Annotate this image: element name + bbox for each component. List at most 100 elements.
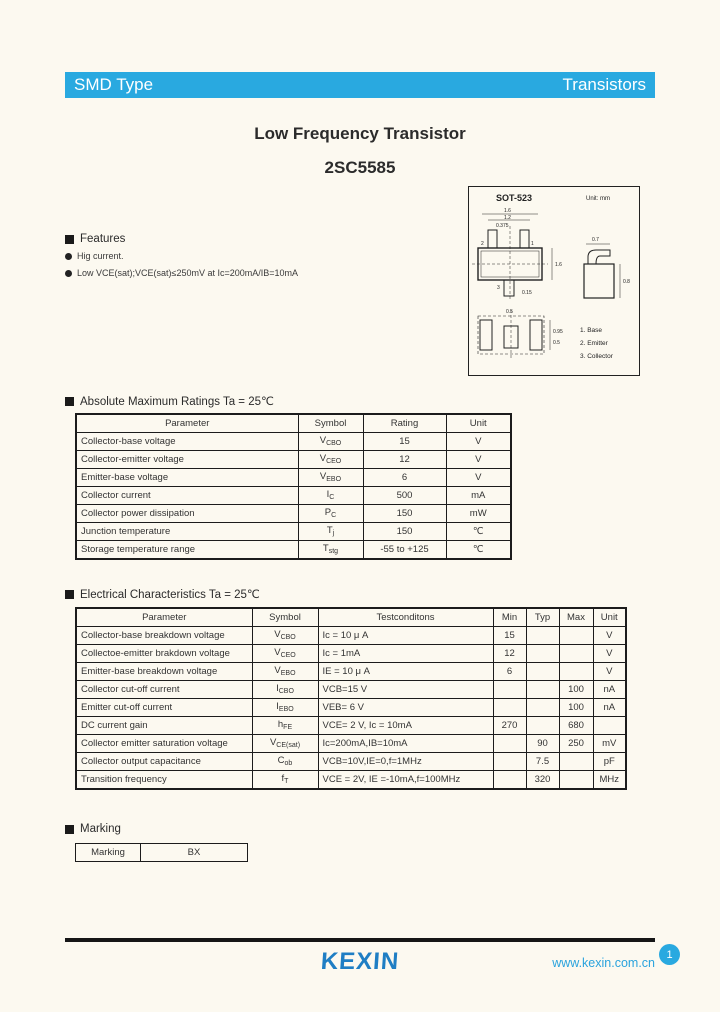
marking-label-cell: Marking: [75, 843, 141, 862]
symbol-cell: VCE(sat): [251, 734, 319, 753]
param-cell: Emitter-base breakdown voltage: [75, 662, 253, 681]
website-link[interactable]: www.kexin.com.cn: [552, 956, 655, 970]
package-outline-drawing: SOT-523 Unit: mm 1.6 1.2 0.375 1.6 0.15 …: [468, 186, 640, 376]
param-cell: Collector output capacitance: [75, 752, 253, 771]
max-cell: [558, 626, 594, 645]
col-header: Parameter: [75, 607, 253, 627]
typ-cell: 320: [525, 770, 560, 790]
table-row: Collector power dissipation PC 150 mW: [75, 504, 512, 523]
feature-text: Hig current.: [77, 251, 124, 261]
condition-cell: Ic = 1mA: [317, 644, 494, 663]
table-header-row: Parameter Symbol Rating Unit: [75, 413, 512, 433]
marking-heading: Marking: [65, 823, 121, 835]
unit-cell: mW: [445, 504, 512, 523]
unit-cell: V: [445, 450, 512, 469]
marking-heading-label: Marking: [80, 823, 121, 835]
symbol-cell: VCEO: [297, 450, 364, 469]
rating-cell: 500: [362, 486, 447, 505]
bullet-icon: [65, 252, 72, 260]
symbol-cell: VEBO: [297, 468, 364, 487]
section-marker-icon: [65, 589, 74, 599]
package-side-view: [583, 243, 621, 299]
part-number: 2SC5585: [324, 158, 396, 177]
unit-cell: [592, 716, 627, 735]
dim-label: 0.375: [496, 223, 509, 229]
min-cell: [492, 770, 527, 790]
pin-number: 3: [497, 285, 500, 291]
abs-max-heading: Absolute Maximum Ratings Ta = 25℃: [65, 394, 274, 408]
dim-label: 1.6: [555, 262, 562, 268]
param-cell: Emitter cut-off current: [75, 698, 253, 717]
unit-cell: V: [592, 662, 627, 681]
param-cell: Collector current: [75, 486, 299, 505]
min-cell: [492, 698, 527, 717]
condition-cell: VCE = 2V, IE =-10mA,f=100MHz: [317, 770, 494, 790]
col-header: Rating: [362, 413, 447, 433]
feature-item-2: Low VCE(sat);VCE(sat)≤250mV at Ic=200mA/…: [65, 268, 298, 278]
condition-cell: Ic = 10 μ A: [317, 626, 494, 645]
unit-cell: V: [445, 432, 512, 451]
dim-label: 0.7: [592, 237, 599, 243]
param-cell: Collectoe-emitter brakdown voltage: [75, 644, 253, 663]
min-cell: 15: [492, 626, 527, 645]
header-left-label: SMD Type: [74, 75, 154, 94]
symbol-cell: hFE: [251, 716, 319, 735]
package-unit-label: Unit: mm: [586, 196, 610, 202]
typ-cell: 90: [525, 734, 560, 753]
max-cell: [558, 644, 594, 663]
col-header: Parameter: [75, 413, 299, 433]
unit-cell: V: [445, 468, 512, 487]
min-cell: 270: [492, 716, 527, 735]
min-cell: [492, 734, 527, 753]
feature-item-1: Hig current.: [65, 251, 124, 261]
col-header: Typ: [525, 607, 560, 627]
package-front-view: [472, 213, 553, 300]
footer-rule: [65, 938, 655, 942]
min-cell: 6: [492, 662, 527, 681]
col-header: Min: [492, 607, 527, 627]
page-header-bar: SMD Type Transistors: [65, 72, 655, 98]
col-header: Max: [558, 607, 594, 627]
max-cell: 100: [558, 680, 594, 699]
min-cell: 12: [492, 644, 527, 663]
param-cell: Collector-base voltage: [75, 432, 299, 451]
unit-cell: pF: [592, 752, 627, 771]
pin-number: 2: [481, 241, 484, 247]
condition-cell: VCB=15 V: [317, 680, 494, 699]
rating-cell: -55 to +125: [362, 540, 447, 560]
section-marker-icon: [65, 824, 74, 834]
dim-label: 0.8: [623, 279, 630, 285]
unit-cell: nA: [592, 698, 627, 717]
param-cell: Collector emitter saturation voltage: [75, 734, 253, 753]
param-cell: Collector-emitter voltage: [75, 450, 299, 469]
package-footprint-view: [477, 310, 551, 358]
rating-cell: 150: [362, 522, 447, 541]
elec-heading: Electrical Characteristics Ta = 25℃: [65, 587, 260, 601]
max-cell: 100: [558, 698, 594, 717]
table-row: Marking BX: [75, 843, 248, 862]
symbol-cell: Tj: [297, 522, 364, 541]
dim-label: 0.5: [553, 340, 560, 346]
min-cell: [492, 752, 527, 771]
table-row: Collector-base voltage VCBO 15 V: [75, 432, 512, 451]
table-header-row: Parameter Symbol Testconditons Min Typ M…: [75, 607, 627, 627]
param-cell: Emitter-base voltage: [75, 468, 299, 487]
abs-max-heading-label: Absolute Maximum Ratings Ta = 25℃: [80, 396, 274, 408]
symbol-cell: VCBO: [297, 432, 364, 451]
table-row: Junction temperature Tj 150 ℃: [75, 522, 512, 541]
typ-cell: [525, 644, 560, 663]
max-cell: [558, 662, 594, 681]
param-cell: Storage temperature range: [75, 540, 299, 560]
symbol-cell: VCBO: [251, 626, 319, 645]
table-row: Collector emitter saturation voltage VCE(…: [75, 734, 627, 753]
max-cell: 680: [558, 716, 594, 735]
condition-cell: Ic=200mA,IB=10mA: [317, 734, 494, 753]
param-cell: Collector cut-off current: [75, 680, 253, 699]
dim-label: 1.6: [504, 208, 511, 214]
unit-cell: ℃: [445, 540, 512, 560]
col-header: Symbol: [297, 413, 364, 433]
param-cell: Collector-base breakdown voltage: [75, 626, 253, 645]
dim-label: 0.5: [506, 309, 513, 315]
unit-cell: mA: [445, 486, 512, 505]
elec-table-body: Collector-base breakdown voltage VCBO Ic =…: [75, 626, 627, 790]
